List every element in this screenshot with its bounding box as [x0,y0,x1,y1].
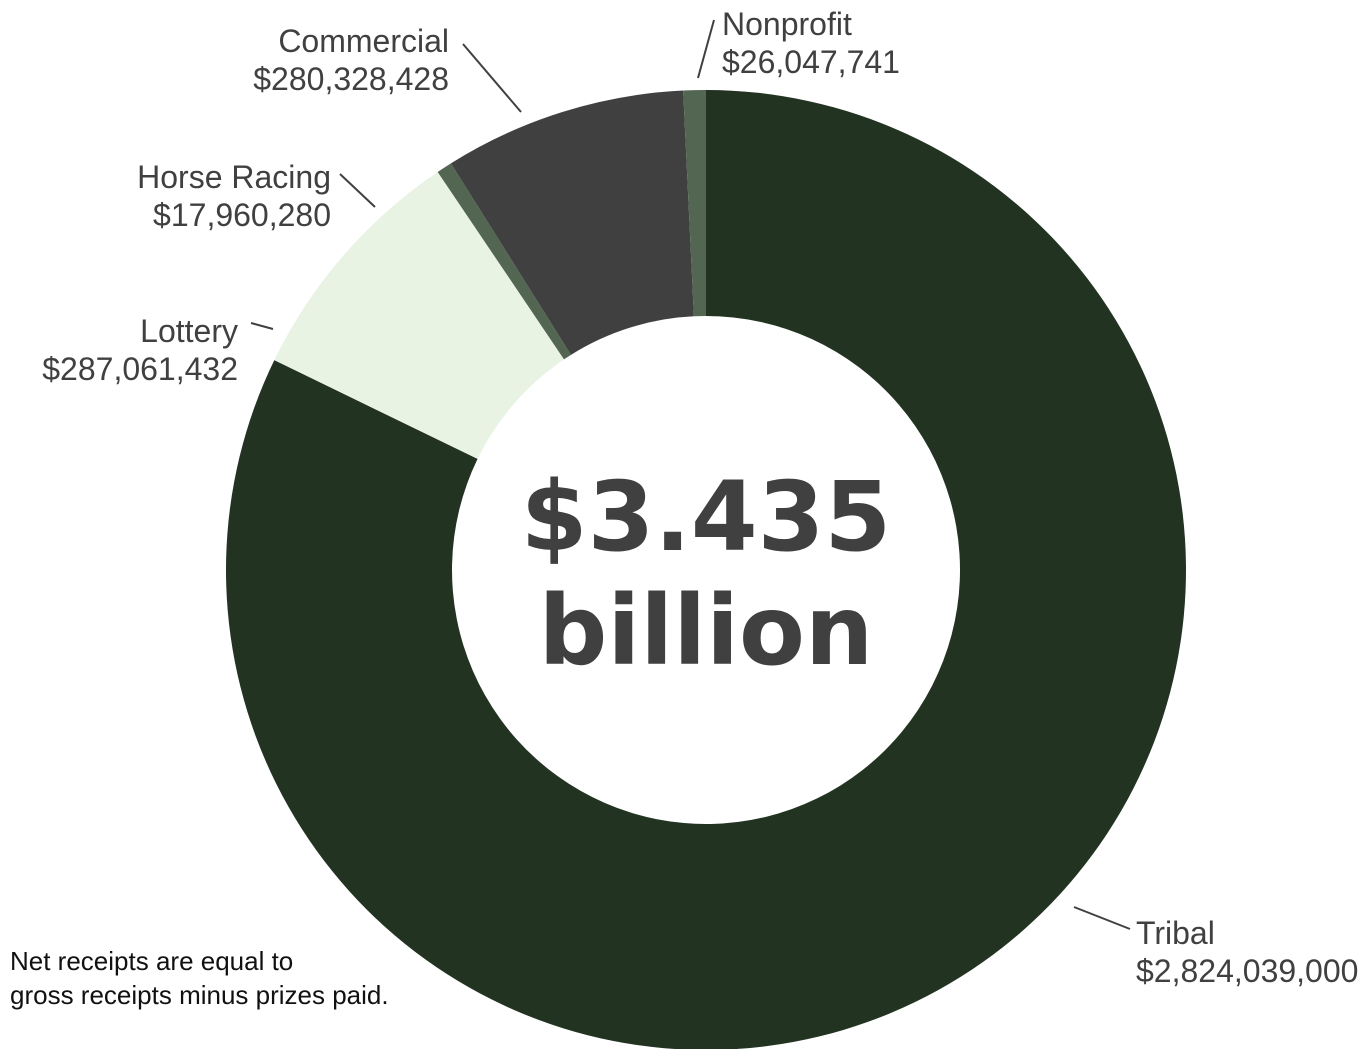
leader-lines [250,19,1131,930]
slice-value-lottery: $287,061,432 [42,351,238,387]
donut-slices [226,90,1186,1049]
leader-line-tribal [1073,906,1131,930]
center-label: $3.435 billion [521,461,891,687]
leader-line-lottery [250,322,274,330]
slice-value-horse-racing: $17,960,280 [153,197,331,233]
slice-label-lottery: Lottery [140,313,238,349]
slice-value-commercial: $280,328,428 [253,61,449,97]
footnote-line-1: Net receipts are equal to [10,946,294,976]
slice-labels: Tribal$2,824,039,000 Lottery$287,061,432 H… [42,6,1358,989]
center-label-unit: billion [539,575,874,687]
slice-label-horse-racing: Horse Racing [137,159,331,195]
slice-commercial [450,90,694,355]
slice-tribal [226,90,1186,1049]
slice-label-nonprofit: Nonprofit [722,6,852,42]
slice-horse-racing [437,163,572,360]
center-label-amount: $3.435 [521,461,891,573]
footnote: Net receipts are equal to gross receipts… [10,944,389,1012]
slice-value-nonprofit: $26,047,741 [722,44,900,80]
slice-nonprofit [683,90,706,317]
leader-line-nonprofit [697,19,715,79]
leader-line-commercial [462,43,522,113]
slice-label-commercial: Commercial [278,23,449,59]
slice-label-tribal: Tribal [1136,915,1215,951]
leader-line-horse-racing [339,173,376,208]
slice-value-tribal: $2,824,039,000 [1136,953,1358,989]
slice-lottery [274,172,565,459]
footnote-line-2: gross receipts minus prizes paid. [10,980,389,1010]
